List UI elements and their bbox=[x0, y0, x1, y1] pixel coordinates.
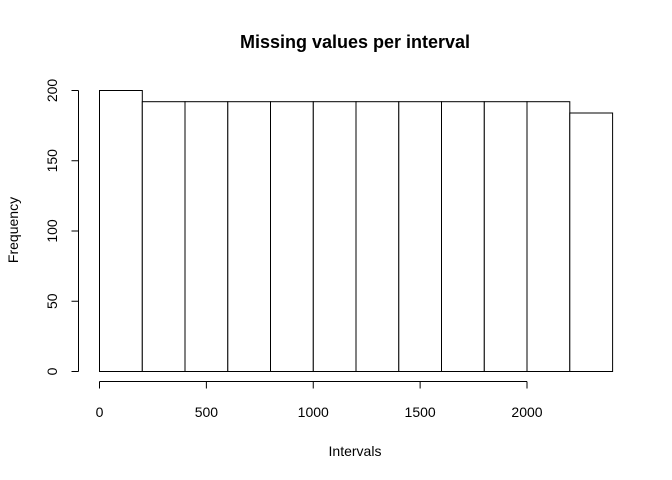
histogram-bar bbox=[398, 101, 443, 372]
y-tick-label: 50 bbox=[44, 293, 60, 309]
bars-group bbox=[99, 90, 614, 372]
histogram-bar bbox=[270, 101, 314, 372]
x-axis: 0 500 1000 1500 2000 bbox=[96, 381, 543, 420]
x-tick-label: 500 bbox=[195, 404, 219, 420]
x-axis-label: Intervals bbox=[329, 443, 382, 459]
x-tick-label: 2000 bbox=[511, 404, 542, 420]
histogram-bar bbox=[141, 101, 186, 372]
histogram-bar bbox=[312, 101, 357, 372]
chart-title: Missing values per interval bbox=[240, 32, 470, 52]
histogram-bar bbox=[99, 90, 143, 372]
histogram-bar bbox=[569, 112, 614, 372]
histogram-bar bbox=[526, 101, 571, 372]
histogram-bar bbox=[441, 101, 485, 372]
y-tick-label: 150 bbox=[44, 149, 60, 173]
histogram-bar bbox=[355, 101, 400, 372]
x-tick-label: 1500 bbox=[405, 404, 436, 420]
histogram-bar bbox=[184, 101, 229, 372]
y-axis-label: Frequency bbox=[5, 197, 21, 263]
histogram-bar bbox=[483, 101, 528, 372]
x-tick-label: 1000 bbox=[298, 404, 329, 420]
y-tick-label: 100 bbox=[44, 219, 60, 243]
histogram-bar bbox=[227, 101, 272, 372]
x-tick-label: 0 bbox=[96, 404, 104, 420]
y-tick-label: 0 bbox=[44, 367, 60, 375]
y-tick-label: 200 bbox=[44, 79, 60, 103]
y-axis: 0 50 100 150 200 bbox=[44, 79, 79, 375]
